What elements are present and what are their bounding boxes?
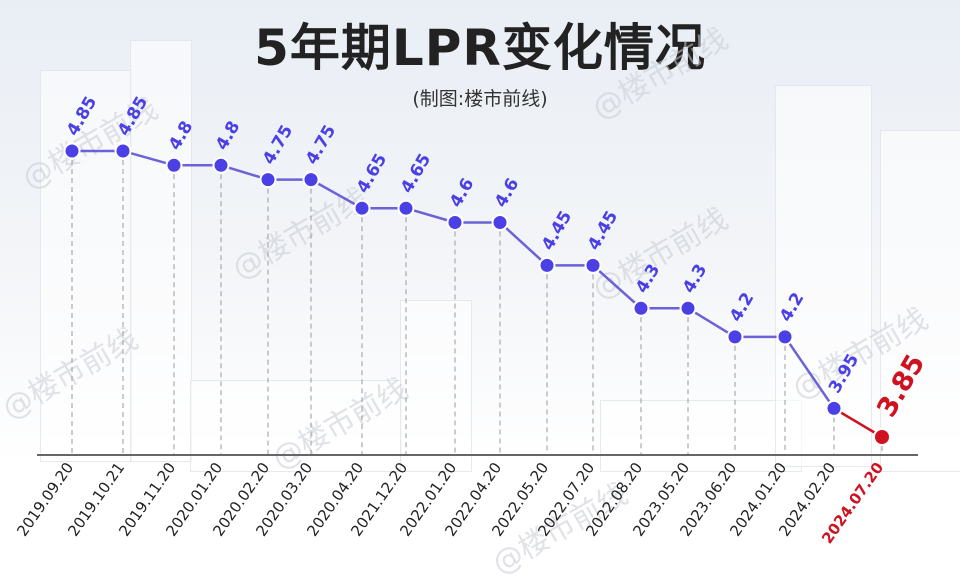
line-segment bbox=[687, 307, 736, 338]
line-segment bbox=[122, 149, 175, 167]
data-label: 4.8 bbox=[212, 118, 244, 154]
watermark: @楼市前线 bbox=[587, 22, 734, 127]
watermark: @楼市前线 bbox=[267, 372, 414, 477]
data-label: 4.45 bbox=[538, 208, 576, 254]
data-point bbox=[397, 199, 415, 217]
line-segment bbox=[499, 221, 548, 267]
data-point bbox=[538, 256, 556, 274]
background-building bbox=[600, 400, 802, 472]
data-label: 4.45 bbox=[584, 208, 622, 254]
data-label: 4.2 bbox=[726, 289, 758, 325]
data-point bbox=[446, 214, 464, 231]
data-label: 4.6 bbox=[491, 175, 523, 211]
data-point bbox=[63, 142, 81, 160]
data-label: 4.65 bbox=[353, 150, 391, 196]
data-label: 4.2 bbox=[776, 289, 808, 325]
data-point bbox=[679, 299, 697, 317]
chart-title: 5年期LPR变化情况 bbox=[254, 19, 706, 77]
background-building bbox=[130, 40, 192, 462]
data-point bbox=[726, 328, 744, 346]
data-point bbox=[302, 171, 320, 189]
line-segment bbox=[592, 264, 642, 310]
data-label: 4.75 bbox=[259, 122, 297, 168]
data-point bbox=[776, 328, 794, 346]
line-segment bbox=[405, 207, 456, 224]
data-point bbox=[353, 199, 371, 217]
line-segment bbox=[833, 407, 883, 439]
data-point bbox=[825, 399, 843, 417]
background-building bbox=[400, 300, 472, 472]
data-label: 4.65 bbox=[397, 150, 435, 196]
background-building bbox=[190, 380, 402, 472]
data-label: 4.75 bbox=[302, 122, 340, 168]
background-building bbox=[775, 85, 872, 467]
background-building bbox=[40, 70, 132, 462]
chart-subtitle: (制图:楼市前线) bbox=[412, 88, 548, 110]
data-point bbox=[165, 156, 183, 174]
data-point bbox=[873, 428, 891, 446]
data-point bbox=[114, 142, 132, 160]
data-label: 4.3 bbox=[679, 261, 711, 297]
watermark: @楼市前线 bbox=[0, 322, 144, 427]
data-point bbox=[259, 171, 277, 189]
data-point bbox=[584, 256, 602, 274]
line-segment bbox=[310, 178, 363, 210]
watermark: @楼市前线 bbox=[227, 182, 374, 287]
data-point bbox=[632, 299, 650, 317]
background-building bbox=[880, 130, 960, 472]
data-point bbox=[491, 214, 509, 231]
data-point bbox=[212, 156, 230, 174]
data-label: 4.8 bbox=[165, 118, 197, 154]
data-label: 4.6 bbox=[446, 175, 478, 211]
line-segment bbox=[783, 336, 836, 410]
